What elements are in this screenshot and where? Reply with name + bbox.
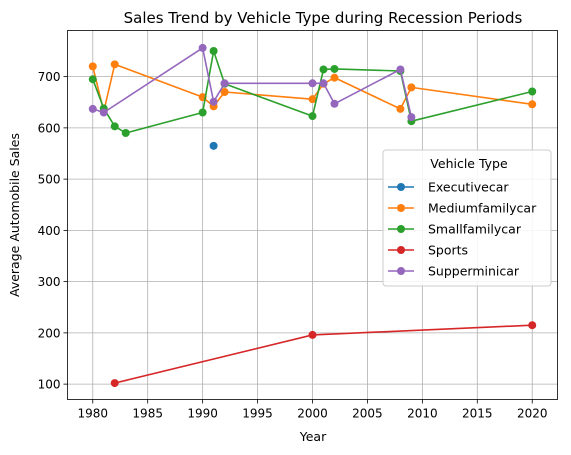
data-point-smallfamilycar [209, 47, 218, 55]
y-tick-label: 500 [38, 173, 61, 187]
y-tick-label: 200 [38, 326, 61, 340]
legend-swatch-marker [397, 183, 405, 191]
y-axis-label: Average Automobile Sales [7, 133, 22, 297]
series-supperminicar [88, 43, 416, 122]
x-axis-ticks: 1980 1985 1990 1995 2000 2005 2010 2015 2020 [77, 399, 548, 421]
data-point-smallfamilycar [330, 64, 339, 73]
x-tick-label: 1995 [242, 407, 273, 421]
series-sports [110, 321, 537, 388]
series-line-supperminicar [92, 47, 413, 118]
data-point-mediumfamilycar [110, 60, 119, 69]
data-point-mediumfamilycar [220, 88, 229, 96]
data-point-supperminicar [396, 65, 405, 74]
data-point-smallfamilycar [528, 87, 537, 96]
y-tick-label: 600 [38, 121, 61, 135]
chart-title: Sales Trend by Vehicle Type during Reces… [124, 9, 523, 27]
legend-label: Mediumfamilycar [428, 201, 537, 216]
data-point-sports [110, 379, 119, 388]
legend-item-supperminicar: Supperminicar [388, 264, 520, 279]
data-point-sports [308, 330, 317, 339]
data-point-supperminicar [209, 97, 218, 106]
data-point-smallfamilycar [308, 112, 317, 121]
data-point-executivecar [209, 141, 218, 150]
legend-item-executivecar: Executivecar [388, 180, 509, 195]
x-tick-label: 1980 [77, 407, 108, 421]
data-point-smallfamilycar [198, 108, 207, 117]
data-point-supperminicar [198, 43, 207, 52]
series-executivecar [209, 141, 218, 150]
legend-item-mediumfamilycar: Mediumfamilycar [388, 201, 537, 216]
x-axis-label: Year [299, 429, 327, 444]
legend-label: Supperminicar [428, 264, 520, 279]
x-tick-label: 2015 [462, 407, 493, 421]
y-tick-label: 400 [38, 224, 61, 238]
y-tick-label: 700 [38, 70, 61, 84]
y-tick-label: 300 [38, 275, 61, 289]
series-layer [88, 43, 537, 388]
legend-title: Vehicle Type [430, 156, 508, 171]
data-point-supperminicar [308, 79, 317, 88]
data-point-supperminicar [220, 79, 229, 88]
data-point-supperminicar [99, 108, 108, 117]
data-point-sports [528, 321, 537, 330]
x-tick-label: 1990 [187, 407, 218, 421]
data-point-mediumfamilycar [88, 62, 97, 71]
legend-swatch-marker [397, 204, 405, 212]
x-tick-label: 1985 [132, 407, 163, 421]
legend: Vehicle Type Executivecar Mediumfamilycar… [382, 149, 552, 287]
data-point-mediumfamilycar [528, 100, 537, 109]
data-point-smallfamilycar [319, 65, 328, 74]
x-tick-label: 2005 [352, 407, 383, 421]
x-tick-label: 2010 [407, 407, 438, 421]
legend-label: Sports [428, 243, 468, 258]
y-tick-label: 100 [38, 378, 61, 392]
legend-label: Executivecar [428, 180, 509, 195]
data-point-supperminicar [407, 113, 416, 122]
x-tick-label: 2020 [517, 407, 548, 421]
data-point-smallfamilycar [110, 122, 119, 131]
x-tick-label: 2000 [297, 407, 328, 421]
series-line-mediumfamilycar [91, 63, 533, 113]
legend-swatch-marker [397, 246, 405, 254]
data-point-supperminicar [88, 104, 97, 113]
data-point-mediumfamilycar [308, 95, 317, 104]
data-point-mediumfamilycar [407, 83, 416, 92]
data-point-supperminicar [319, 79, 328, 88]
data-point-supperminicar [330, 99, 339, 108]
data-point-mediumfamilycar [396, 104, 405, 113]
y-axis-ticks: 100 200 300 400 500 600 700 [38, 70, 68, 392]
legend-swatch-marker [397, 225, 405, 233]
legend-item-sports: Sports [388, 243, 468, 258]
data-point-mediumfamilycar [330, 73, 339, 82]
legend-swatch-marker [397, 267, 405, 275]
legend-items: Executivecar Mediumfamilycar Smallfamilyca… [388, 180, 537, 279]
data-point-smallfamilycar [88, 75, 97, 84]
legend-box [382, 149, 552, 287]
legend-item-smallfamilycar: Smallfamilycar [388, 222, 522, 237]
legend-label: Smallfamilycar [428, 222, 522, 237]
data-point-smallfamilycar [121, 129, 130, 137]
